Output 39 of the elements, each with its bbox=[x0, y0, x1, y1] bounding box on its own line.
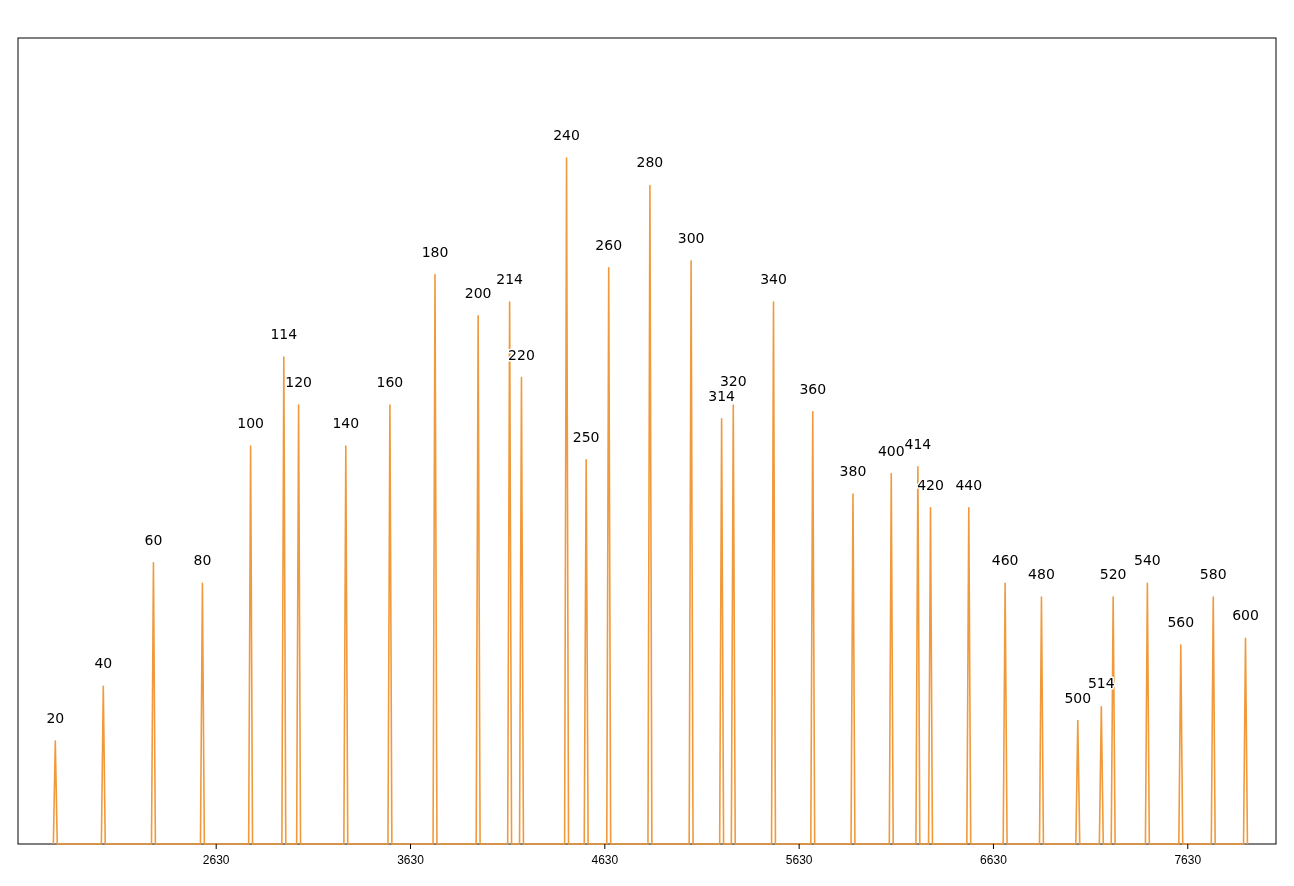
annotation: 414 bbox=[904, 435, 932, 452]
annotation: 180 bbox=[421, 243, 449, 260]
annotation: 314 bbox=[708, 387, 736, 404]
annotation: 460 bbox=[991, 552, 1019, 569]
annotation: 20 bbox=[46, 710, 65, 727]
annotation: 250 bbox=[572, 428, 600, 445]
annotation: 260 bbox=[595, 236, 623, 253]
annotation: 440 bbox=[955, 476, 983, 493]
x-tick-label: 3630 bbox=[397, 853, 425, 867]
x-tick-label: 4630 bbox=[591, 853, 619, 867]
annotation: 280 bbox=[636, 154, 664, 171]
x-tick-label: 7630 bbox=[1174, 853, 1202, 867]
annotation: 300 bbox=[677, 229, 705, 246]
x-tick-label: 2630 bbox=[202, 853, 230, 867]
annotation: 560 bbox=[1167, 614, 1195, 631]
annotation: 380 bbox=[839, 463, 867, 480]
annotation: 540 bbox=[1134, 552, 1161, 569]
annotation: 140 bbox=[332, 415, 360, 432]
annotation: 100 bbox=[237, 415, 264, 432]
annotation: 500 bbox=[1064, 689, 1092, 706]
annotation: 340 bbox=[760, 271, 787, 288]
annotation: 360 bbox=[799, 380, 827, 397]
x-tick-label: 5630 bbox=[785, 853, 813, 867]
annotation: 80 bbox=[193, 552, 212, 569]
annotation: 214 bbox=[496, 271, 524, 288]
annotation: 114 bbox=[270, 325, 298, 342]
annotation: 60 bbox=[144, 531, 163, 548]
annotation: 400 bbox=[877, 442, 905, 459]
annotation: 160 bbox=[376, 373, 404, 390]
annotation: 520 bbox=[1099, 566, 1127, 583]
annotation: 580 bbox=[1199, 566, 1227, 583]
annotation: 120 bbox=[285, 373, 312, 390]
annotation: 40 bbox=[94, 655, 113, 672]
annotation: 240 bbox=[553, 127, 580, 143]
annotation: 200 bbox=[464, 284, 492, 301]
annotation: 480 bbox=[1028, 566, 1055, 583]
x-tick-label: 6630 bbox=[980, 853, 1008, 867]
annotation: 320 bbox=[719, 372, 747, 389]
annotation: 600 bbox=[1232, 607, 1259, 624]
